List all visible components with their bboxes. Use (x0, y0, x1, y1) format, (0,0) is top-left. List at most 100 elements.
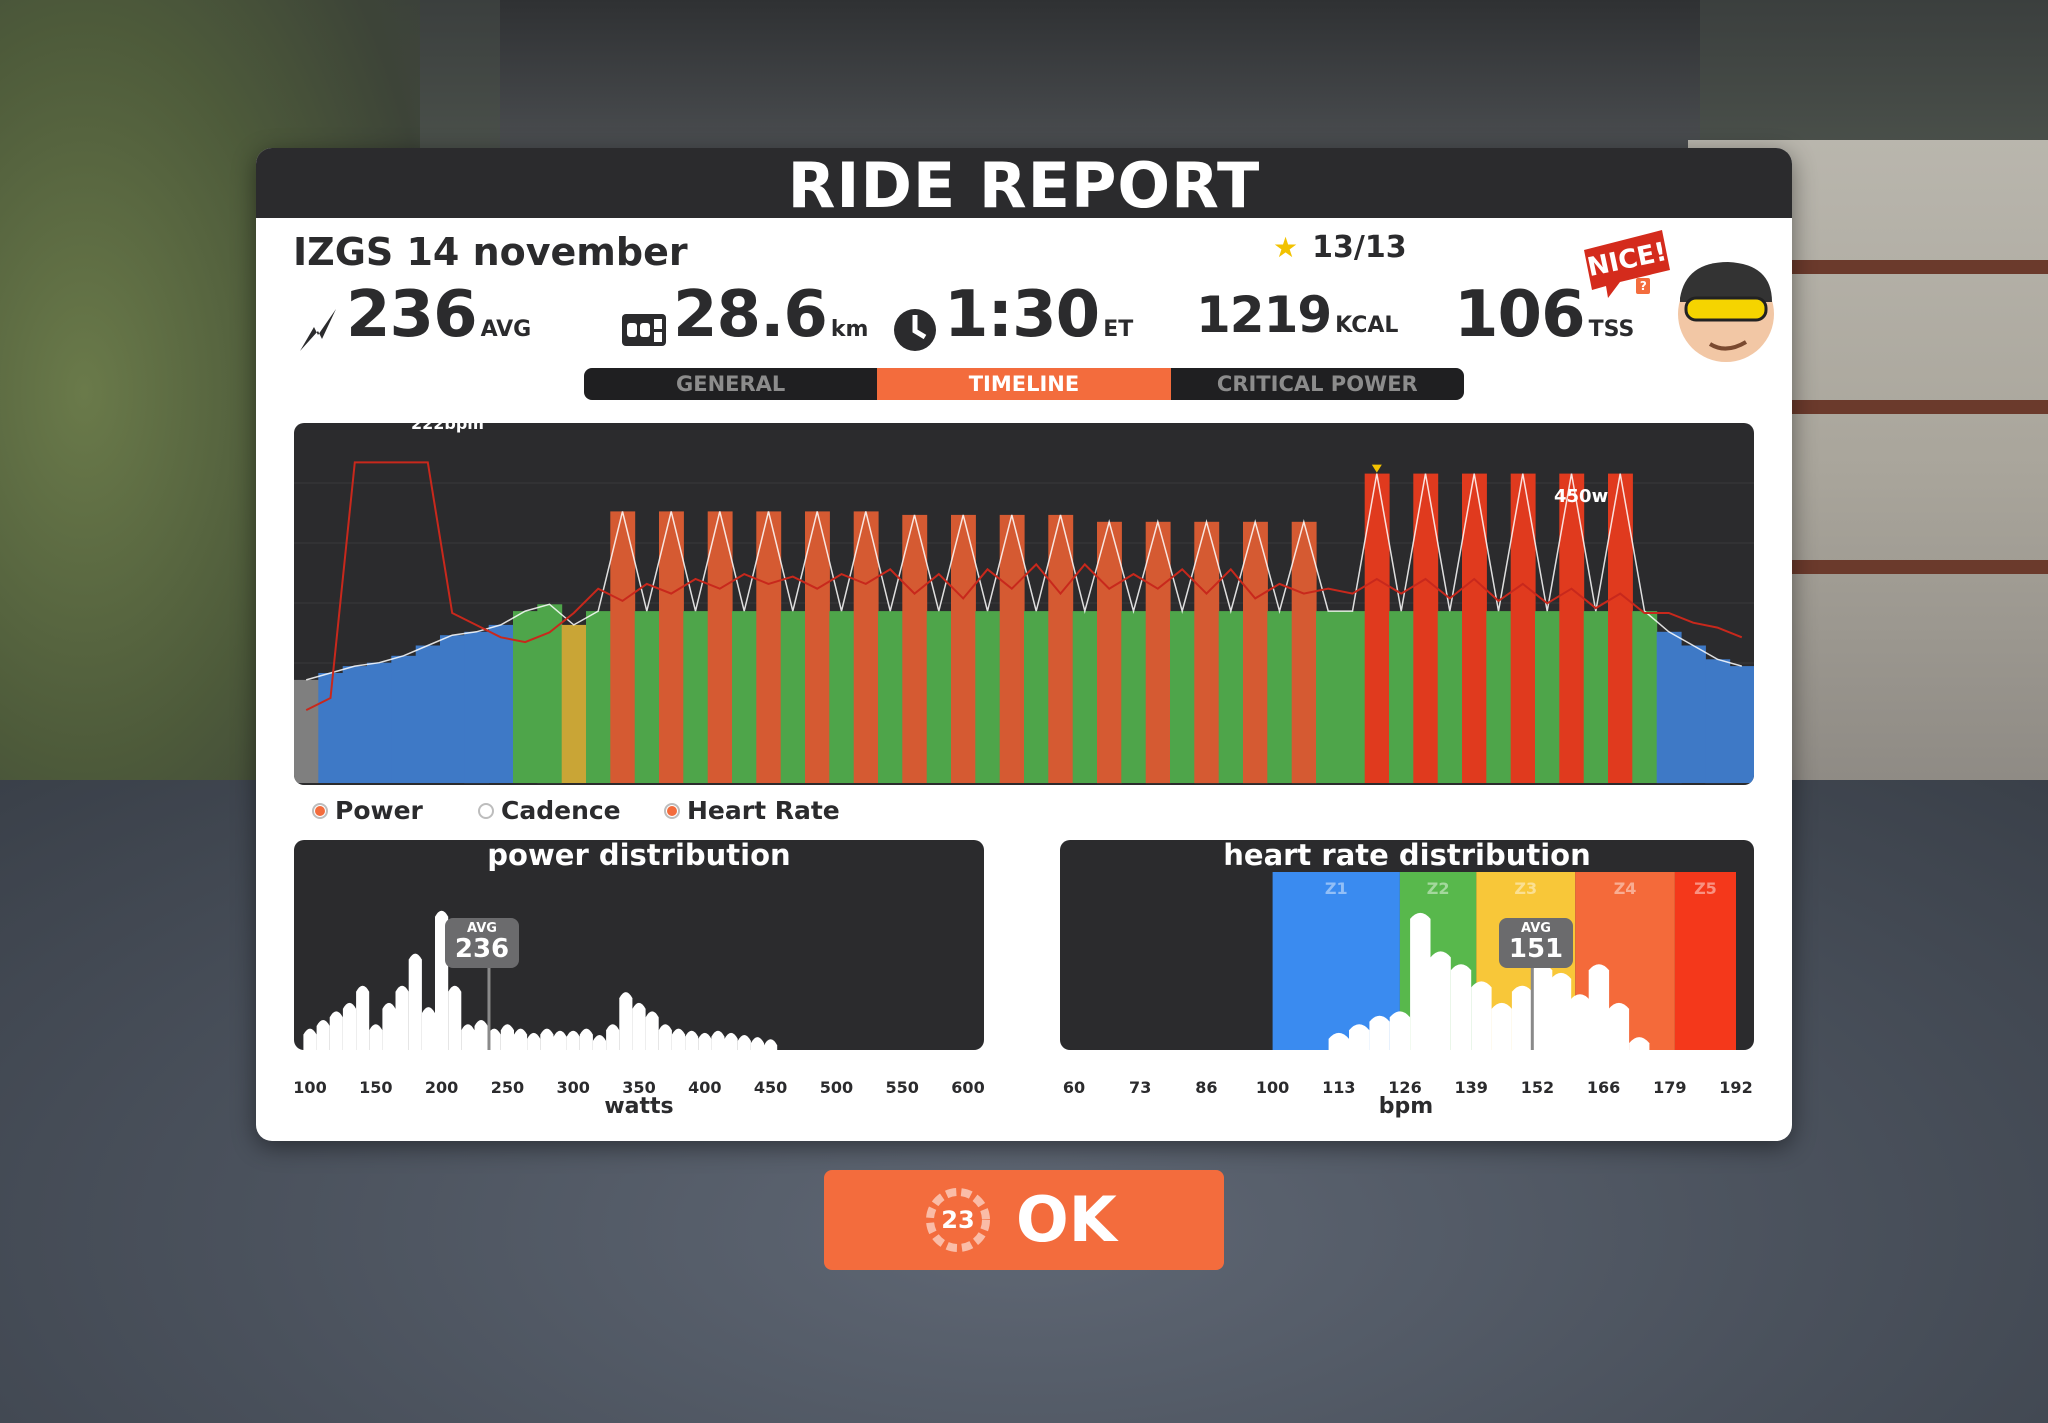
power-distribution-bar (408, 953, 422, 1050)
power-bar (586, 611, 611, 783)
power-distribution-bar (606, 1024, 620, 1050)
tab-critical-power[interactable]: CRITICAL POWER (1216, 372, 1418, 396)
power-distribution-bar (553, 1030, 567, 1050)
power-tick-label: 500 (819, 1078, 854, 1097)
ride-report-panel: RIDE REPORT IZGS 14 november ★ 13/13 236 A… (256, 148, 1792, 1141)
stat-calories-unit: KCAL (1335, 313, 1399, 338)
tab-timeline[interactable]: TIMELINE (877, 368, 1171, 400)
power-tick-label: 450 (753, 1078, 788, 1097)
power-distribution-bar (487, 1028, 501, 1050)
stat-calories: 1219 KCAL (1196, 286, 1398, 344)
power-bar (1729, 666, 1754, 783)
power-distribution-bar (356, 985, 370, 1050)
power-distribution-bar (711, 1030, 725, 1050)
power-distribution-bar (592, 1035, 607, 1050)
hr-tick-label: 86 (1195, 1078, 1218, 1097)
power-bar (1535, 611, 1560, 783)
hr-zone-band (1674, 872, 1736, 1050)
power-distribution-bar (619, 992, 633, 1050)
power-avg-badge: AVG 236 (445, 918, 519, 968)
power-bar (853, 511, 879, 783)
star-icon: ★ (1273, 231, 1299, 264)
legend-power-toggle[interactable]: Power (312, 796, 423, 825)
power-distribution-bar (342, 1002, 357, 1050)
power-distribution-bar (671, 1028, 686, 1050)
power-bar (342, 666, 368, 783)
legend-cadence-toggle[interactable]: Cadence (478, 796, 621, 825)
power-tick-label: 350 (622, 1078, 656, 1097)
power-distribution-bar (369, 1024, 383, 1050)
power-bar (926, 611, 952, 783)
power-distribution-bar (500, 1024, 514, 1050)
hr-distribution-bar (1511, 985, 1533, 1050)
power-tick-label: 300 (556, 1078, 590, 1097)
power-distribution-bar (750, 1037, 764, 1050)
power-bar (1583, 611, 1609, 783)
hr-distribution-bar (1410, 912, 1431, 1050)
hr-avg-value: 151 (1508, 934, 1564, 964)
legend-cadence-label: Cadence (501, 796, 621, 825)
power-distribution-bar (395, 985, 409, 1050)
power-radio[interactable] (312, 802, 328, 819)
hr-distribution-bar (1588, 964, 1610, 1050)
power-bar (1097, 521, 1122, 784)
hr-distribution-bar (1430, 951, 1451, 1050)
hr-zone-label: Z4 (1614, 879, 1637, 898)
clock-icon (892, 307, 938, 357)
hr-tick-label: 73 (1129, 1078, 1152, 1097)
power-distribution-bar (698, 1032, 712, 1050)
power-bar (367, 662, 392, 783)
hr-tick-label: 139 (1454, 1078, 1488, 1097)
hr-distribution-bar (1450, 964, 1472, 1050)
power-tick-label: 550 (885, 1078, 919, 1097)
power-distribution-bar (645, 1011, 659, 1050)
power-distribution-title: power distribution (487, 838, 791, 872)
power-distribution-bar (435, 910, 449, 1050)
timeline-svg (294, 461, 1754, 784)
hr-distribution-bar (1608, 1002, 1630, 1050)
power-distribution-bar (382, 1002, 396, 1050)
power-tick-label: 600 (951, 1078, 985, 1097)
stat-avg-power-unit: AVG (480, 317, 532, 342)
stat-calories-value: 1219 (1196, 286, 1332, 344)
peak-hr-label: 222bpm (411, 414, 484, 433)
power-distribution-bar (724, 1032, 738, 1050)
stat-distance-value: 28.6 (673, 278, 828, 352)
power-bar (902, 514, 928, 783)
power-bar (1243, 521, 1268, 784)
power-distribution-bar (658, 1024, 672, 1050)
countdown-ring-icon (926, 1188, 990, 1252)
stat-tss: 106 TSS? (1454, 278, 1651, 352)
power-tick-label: 400 (688, 1078, 722, 1097)
mascot-avatar: NICE! (1584, 230, 1774, 362)
tss-help-button[interactable]: ? (1636, 278, 1651, 294)
power-bar (683, 611, 709, 783)
hr-distribution-bar (1369, 1015, 1390, 1050)
cadence-radio[interactable] (478, 802, 494, 819)
power-bar (488, 624, 514, 783)
power-bar (1072, 611, 1098, 783)
report-tabs: GENERAL TIMELINE CRITICAL POWER (584, 368, 1464, 400)
hr-distribution-bar (1550, 972, 1572, 1050)
power-bar (440, 635, 465, 783)
power-distribution-bar (764, 1039, 778, 1050)
hr-distribution-bar (1389, 1011, 1411, 1050)
power-distribution-bar (632, 1002, 646, 1050)
power-bar (780, 611, 806, 783)
ok-button[interactable]: 23 OK (824, 1170, 1224, 1270)
power-bolt-icon (296, 305, 340, 359)
hr-distribution-bar (1349, 1024, 1370, 1050)
tab-general[interactable]: GENERAL (676, 372, 786, 396)
hr-distribution-chart: Z1 Z2 Z3 Z4 Z5 (1060, 840, 1754, 1050)
hr-zone-label: Z5 (1694, 879, 1717, 898)
heart-rate-radio[interactable] (664, 802, 680, 819)
stars-counter: ★ 13/13 (1273, 230, 1407, 265)
power-bar (610, 511, 636, 783)
power-bar (1681, 645, 1706, 783)
power-distribution-bar (579, 1028, 593, 1050)
power-avg-label: AVG (467, 921, 497, 936)
power-distribution-bar (737, 1035, 751, 1050)
power-bar (1486, 611, 1512, 783)
legend-heart-rate-toggle[interactable]: Heart Rate (664, 796, 840, 825)
hr-distribution-title: heart rate distribution (1223, 838, 1591, 872)
